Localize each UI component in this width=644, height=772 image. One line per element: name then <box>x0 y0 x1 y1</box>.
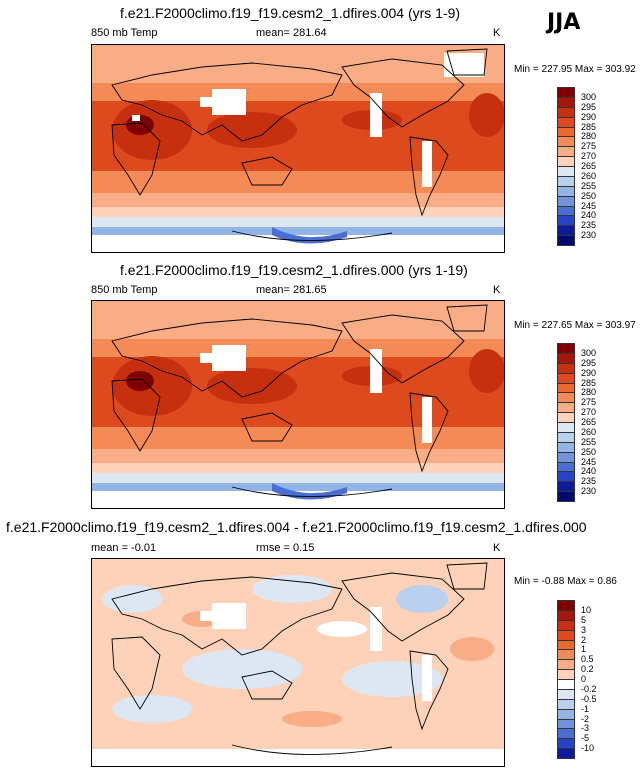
panel1-variable-label: 850 mb Temp <box>91 27 158 39</box>
panel2-colorbar-tick-label: 260 <box>581 426 597 437</box>
panel3-map <box>91 558 505 767</box>
panel3-colorbar-tick-label: -1 <box>581 703 590 714</box>
panel2-colorbar: 300 295 290 285 280 275 270 265 260 255 250 245 240 2… <box>557 343 596 502</box>
panel3-colorbar-tick-label: -0.2 <box>581 683 597 694</box>
panel3-colorbar-tick-label: -10 <box>581 743 595 754</box>
panel2-colorbar-swatch <box>557 491 575 502</box>
panel3-map-plot <box>92 559 504 766</box>
panel1-map <box>91 44 505 253</box>
panel2-mean-label: mean= 281.65 <box>256 284 327 296</box>
panel2-unit-label: K <box>493 284 501 296</box>
panel1-map-plot <box>92 45 504 252</box>
panel2-colorbar-tick-label: 300 <box>581 347 597 358</box>
panel3-colorbar-swatch <box>557 748 575 759</box>
panel3-mean-label: mean = -0.01 <box>91 542 157 554</box>
panel2-colorbar-tick-label: 295 <box>581 357 597 368</box>
panel1-colorbar-tick-label: 260 <box>581 170 597 181</box>
panel3-colorbar: 10 5 3 2 1 0.5 0.2 0 -0.2 -0.5 -1 -2 -3 -5 -10 <box>557 600 597 759</box>
panel3-colorbar-tick-label: 3 <box>581 624 587 635</box>
season-label: JJA <box>547 10 581 35</box>
panel1-colorbar-tick-label: 295 <box>581 101 597 112</box>
panel1-title: f.e21.F2000climo.f19_f19.cesm2_1.dfires.… <box>120 5 461 21</box>
panel3-colorbar-tick-label: -0.5 <box>581 693 597 704</box>
panel3-colorbar-tick-label: 10 <box>581 604 592 615</box>
panel2-colorbar-tick-label: 280 <box>581 387 597 398</box>
panel3-colorbar-tick-label: 2 <box>581 634 587 645</box>
panel3-rmse-label: rmse = 0.15 <box>256 542 315 554</box>
panel2-colorbar-tick-label: 275 <box>581 397 597 408</box>
panel1-minmax: Min = 227.95 Max = 303.92 <box>514 64 636 75</box>
panel2-colorbar-tick-label: 270 <box>581 407 597 418</box>
panel1-colorbar-swatch <box>557 235 575 246</box>
panel1-colorbar-tick-label: 300 <box>581 91 597 102</box>
panel3-title: f.e21.F2000climo.f19_f19.cesm2_1.dfires.… <box>6 519 587 535</box>
panel1-colorbar-tick-label: 250 <box>581 190 597 201</box>
panel2-colorbar-tick-label: 245 <box>581 456 597 467</box>
panel2-colorbar-tick-label: 265 <box>581 417 597 427</box>
panel3-unit-label: K <box>493 542 501 554</box>
panel1-unit-label: K <box>493 27 501 39</box>
panel1-colorbar-tick-label: 235 <box>581 220 597 231</box>
panel1-colorbar-tick-label: 265 <box>581 161 597 171</box>
panel1-colorbar-tick-label: 240 <box>581 210 597 221</box>
panel1-colorbar-tick-label: 230 <box>581 230 597 241</box>
panel1-colorbar-tick-label: 245 <box>581 200 597 211</box>
panel1-colorbar-tick-label: 275 <box>581 141 597 152</box>
panel3-colorbar-tick-label: 1 <box>581 644 587 655</box>
panel3-colorbar-tick-label: 0 <box>581 674 587 684</box>
panel3-colorbar-tick-label: -2 <box>581 713 590 724</box>
panel2-colorbar-tick-label: 285 <box>581 377 597 388</box>
panel2-title: f.e21.F2000climo.f19_f19.cesm2_1.dfires.… <box>120 262 468 278</box>
panel3-colorbar-tick-label: 5 <box>581 614 587 625</box>
panel1-colorbar-tick-label: 255 <box>581 180 597 191</box>
panel3-colorbar-tick-label: 0.2 <box>581 664 594 675</box>
panel1-mean-label: mean= 281.64 <box>256 27 327 39</box>
panel2-colorbar-tick-label: 290 <box>581 367 597 378</box>
panel2-colorbar-tick-label: 235 <box>581 476 597 487</box>
panel2-minmax: Min = 227.65 Max = 303.97 <box>514 320 636 331</box>
panel1-colorbar: 300 295 290 285 280 275 270 265 260 255 250 245 240 2… <box>557 87 596 246</box>
panel2-colorbar-tick-label: 230 <box>581 486 597 497</box>
panel1-colorbar-tick-label: 285 <box>581 121 597 132</box>
panel3-colorbar-tick-label: -3 <box>581 723 590 734</box>
panel3-colorbar-tick-label: -5 <box>581 733 590 744</box>
panel3-colorbar-tick-label: 0.5 <box>581 654 594 665</box>
panel2-map <box>91 300 505 509</box>
panel1-colorbar-tick-label: 270 <box>581 151 597 162</box>
panel2-colorbar-tick-label: 250 <box>581 446 597 457</box>
panel1-colorbar-tick-label: 280 <box>581 131 597 142</box>
panel1-colorbar-tick-label: 290 <box>581 111 597 122</box>
panel2-colorbar-tick-label: 240 <box>581 466 597 477</box>
panel2-colorbar-tick-label: 255 <box>581 436 597 447</box>
panel3-minmax: Min = -0.88 Max = 0.86 <box>514 576 617 587</box>
panel2-map-plot <box>92 301 504 508</box>
panel2-variable-label: 850 mb Temp <box>91 284 158 296</box>
